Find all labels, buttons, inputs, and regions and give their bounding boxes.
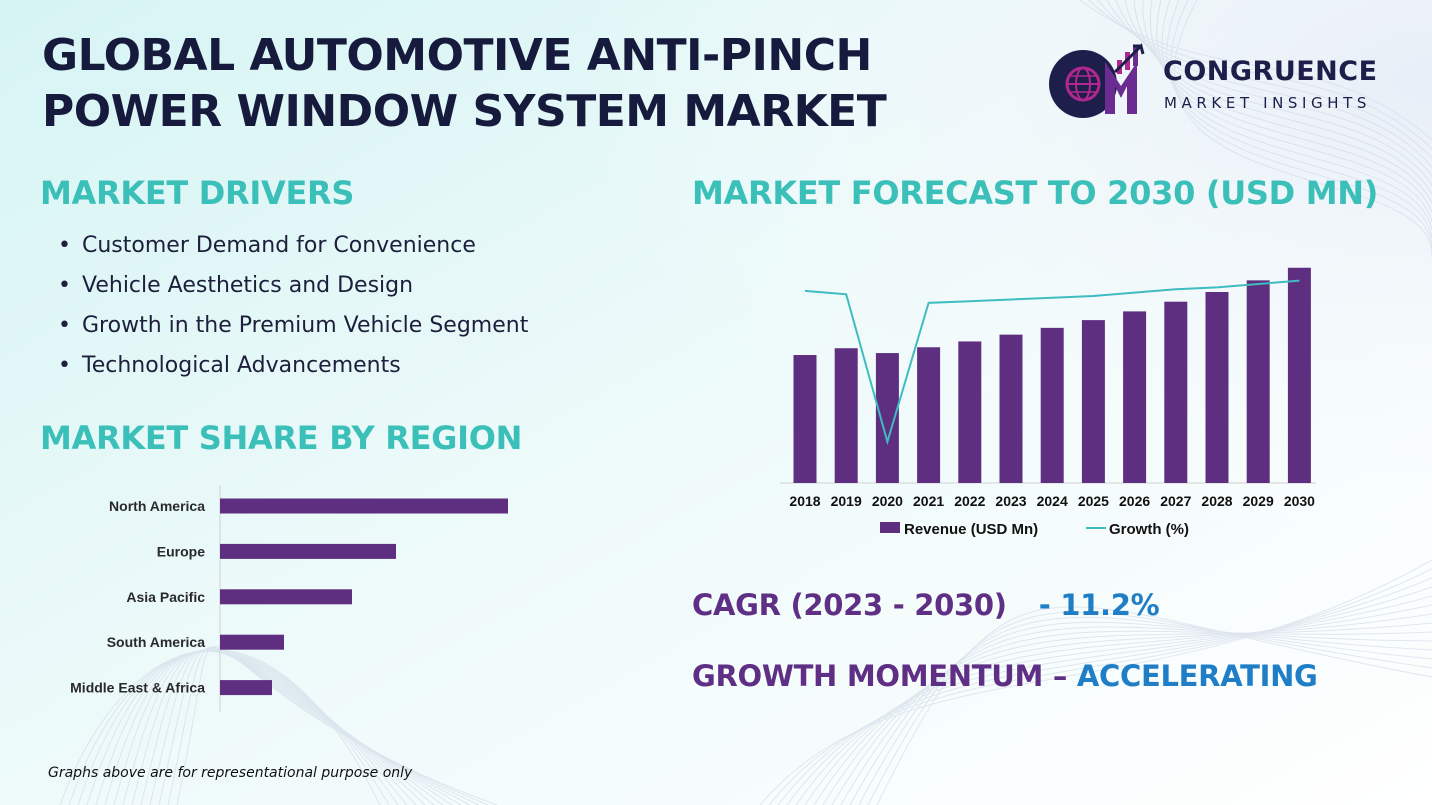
wave-line — [768, 568, 1432, 805]
year-tick-label: 2027 — [1160, 493, 1191, 509]
driver-item: • Technological Advancements — [58, 350, 528, 390]
region-share-chart: North America Europe Asia Pacific South Ame… — [70, 485, 508, 712]
forecast-heading: MARKET FORECAST TO 2030 (USD MN) — [692, 174, 1379, 212]
year-tick-label: 2029 — [1243, 493, 1274, 509]
logo-mark-icon — [1049, 43, 1145, 118]
revenue-bar — [1081, 320, 1105, 483]
wave-line — [822, 622, 1432, 805]
region-bar — [220, 543, 396, 559]
logo-tagline: MARKET INSIGHTS — [1164, 94, 1372, 112]
year-tick-label: 2025 — [1078, 493, 1109, 509]
cagr-label: CAGR (2023 - 2030) — [692, 588, 1007, 622]
wave-line — [786, 586, 1432, 805]
year-tick-label: 2026 — [1119, 493, 1150, 509]
wave-line — [1149, 0, 1432, 213]
wave-line — [849, 621, 1432, 805]
driver-item: • Growth in the Premium Vehicle Segment — [58, 310, 528, 350]
wave-line — [1173, 0, 1432, 257]
wave-line — [795, 595, 1432, 805]
wave-line — [1133, 0, 1432, 195]
wave-line — [813, 613, 1432, 805]
legend-revenue-label: Revenue (USD Mn) — [904, 521, 1038, 538]
revenue-bar — [834, 348, 858, 483]
wave-line — [1142, 0, 1432, 204]
revenue-bar — [793, 355, 817, 483]
wave-line — [1124, 0, 1432, 186]
wave-line — [1166, 0, 1432, 240]
driver-text: Growth in the Premium Vehicle Segment — [82, 313, 529, 338]
wave-line — [831, 630, 1432, 805]
year-tick-label: 2022 — [954, 493, 985, 509]
company-logo: CONGRUENCE MARKET INSIGHTS — [1045, 42, 1405, 120]
legend-growth-label: Growth (%) — [1109, 521, 1189, 538]
revenue-bar — [958, 341, 982, 483]
bullet-icon: • — [58, 313, 71, 338]
wave-line — [1115, 0, 1432, 177]
year-tick-label: 2023 — [995, 493, 1026, 509]
wave-line — [858, 616, 1432, 805]
driver-item: • Vehicle Aesthetics and Design — [58, 270, 528, 310]
wave-line — [777, 577, 1432, 805]
year-tick-label: 2018 — [789, 493, 820, 509]
region-bar — [220, 680, 272, 696]
year-tick-label: 2021 — [913, 493, 944, 509]
momentum-value: ACCELERATING — [1076, 659, 1318, 693]
wave-line — [167, 646, 489, 805]
page-title: GLOBAL AUTOMOTIVE ANTI-PINCH POWER WINDO… — [42, 28, 887, 140]
wave-line — [1156, 0, 1432, 222]
revenue-bar — [1246, 280, 1270, 483]
year-tick-label: 2019 — [831, 493, 862, 509]
region-bar — [220, 634, 284, 650]
revenue-bar — [1205, 291, 1229, 483]
region-tick-label: Asia Pacific — [126, 589, 205, 605]
wave-line — [840, 626, 1432, 805]
driver-text: Vehicle Aesthetics and Design — [82, 273, 414, 298]
revenue-bar — [999, 334, 1023, 483]
title-line-2: POWER WINDOW SYSTEM MARKET — [42, 86, 887, 137]
bullet-icon: • — [58, 233, 71, 258]
logo-name: CONGRUENCE — [1163, 56, 1378, 87]
driver-text: Technological Advancements — [82, 353, 401, 378]
region-tick-label: North America — [109, 498, 205, 514]
revenue-bar — [875, 353, 899, 483]
forecast-chart: 2018 2019 2020 2021 2022 2023 2024 2025 2026 2027… — [780, 267, 1316, 538]
wave-line — [176, 645, 498, 805]
year-tick-label: 2028 — [1201, 493, 1232, 509]
revenue-bar — [1040, 327, 1064, 483]
year-tick-label: 2020 — [872, 493, 903, 509]
region-tick-label: Middle East & Africa — [70, 680, 205, 696]
title-line-1: GLOBAL AUTOMOTIVE ANTI-PINCH — [42, 30, 872, 81]
revenue-bar — [917, 347, 941, 483]
wave-line — [867, 611, 1432, 805]
wave-line — [1161, 0, 1432, 231]
wave-line — [759, 559, 1432, 805]
region-heading: MARKET SHARE BY REGION — [40, 419, 523, 457]
wave-line — [1170, 0, 1432, 249]
driver-text: Customer Demand for Convenience — [82, 233, 476, 258]
region-tick-label: Europe — [157, 543, 205, 559]
wave-line — [876, 606, 1432, 805]
drivers-list: • Customer Demand for Convenience • Vehicl… — [58, 230, 528, 390]
cagr-stat: CAGR (2023 - 2030) - 11.2% — [692, 588, 1160, 622]
legend-revenue-swatch — [880, 522, 900, 533]
revenue-bar — [1164, 301, 1188, 483]
region-tick-label: South America — [107, 634, 205, 650]
bullet-icon: • — [58, 353, 71, 378]
revenue-bar — [1287, 267, 1311, 483]
revenue-bar — [1123, 311, 1147, 483]
footnote: Graphs above are for representational pu… — [48, 765, 413, 781]
bullet-icon: • — [58, 273, 71, 298]
drivers-heading: MARKET DRIVERS — [40, 174, 355, 212]
growth-line — [804, 279, 1300, 446]
driver-item: • Customer Demand for Convenience — [58, 230, 528, 270]
cagr-value: - 11.2% — [1038, 588, 1160, 622]
region-bar — [220, 589, 352, 605]
year-tick-label: 2024 — [1037, 493, 1068, 509]
wave-line — [804, 604, 1432, 805]
momentum-stat: GROWTH MOMENTUM – ACCELERATING — [692, 659, 1318, 693]
year-tick-label: 2030 — [1284, 493, 1315, 509]
momentum-label: GROWTH MOMENTUM – — [692, 659, 1068, 693]
region-bar — [220, 498, 508, 514]
